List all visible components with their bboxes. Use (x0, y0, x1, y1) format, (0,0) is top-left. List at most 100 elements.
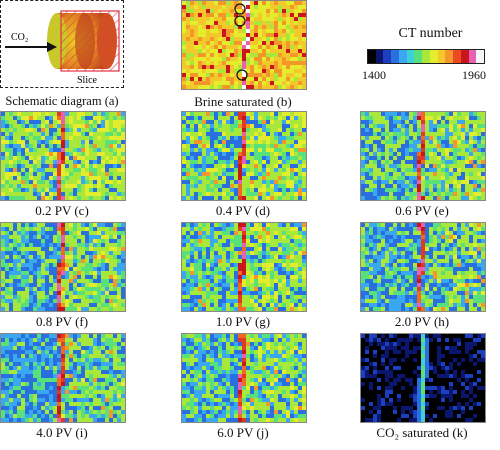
ct-pixel (41, 271, 45, 275)
ct-pixel (393, 287, 397, 291)
ct-pixel (246, 243, 250, 247)
ct-pixel (93, 231, 97, 235)
ct-pixel (194, 5, 198, 9)
ct-pixel (453, 192, 457, 196)
ct-pixel (365, 152, 369, 156)
ct-pixel (218, 299, 222, 303)
ct-pixel (93, 247, 97, 251)
ct-pixel (393, 291, 397, 295)
ct-pixel (57, 152, 61, 156)
ct-pixel (49, 112, 53, 116)
ct-pixel (113, 303, 117, 307)
colorbar-swatch (453, 50, 461, 63)
ct-pixel (246, 299, 250, 303)
ct-pixel (469, 176, 473, 180)
ct-pixel (393, 188, 397, 192)
ct-pixel (37, 239, 41, 243)
ct-pixel (93, 243, 97, 247)
ct-pixel (385, 247, 389, 251)
ct-pixel (298, 53, 302, 57)
ct-pixel (202, 176, 206, 180)
ct-pixel (57, 334, 61, 338)
ct-pixel (298, 168, 302, 172)
ct-pixel (373, 148, 377, 152)
ct-pixel (286, 295, 290, 299)
ct-pixel (258, 263, 262, 267)
ct-pixel (49, 120, 53, 124)
ct-pixel (113, 307, 117, 311)
ct-pixel (65, 243, 69, 247)
ct-pixel (109, 196, 113, 200)
ct-pixel (93, 303, 97, 307)
ct-pixel (270, 77, 274, 81)
ct-pixel (445, 196, 449, 200)
ct-pixel (397, 180, 401, 184)
ct-pixel (238, 303, 242, 307)
ct-pixel (69, 267, 73, 271)
ct-pixel (441, 259, 445, 263)
ct-pixel (258, 164, 262, 168)
ct-pixel (13, 243, 17, 247)
ct-pixel (105, 283, 109, 287)
ct-pixel (469, 124, 473, 128)
ct-pixel (274, 259, 278, 263)
ct-pixel (182, 85, 186, 89)
ct-pixel (33, 239, 37, 243)
ct-pixel (250, 231, 254, 235)
ct-pixel (214, 5, 218, 9)
ct-pixel (65, 338, 69, 342)
ct-pixel (57, 223, 61, 227)
ct-pixel (109, 132, 113, 136)
ct-pixel (109, 176, 113, 180)
ct-pixel (101, 192, 105, 196)
ct-pixel (25, 243, 29, 247)
ct-pixel (113, 342, 117, 346)
ct-pixel (101, 140, 105, 144)
ct-pixel (397, 247, 401, 251)
ct-pixel (385, 299, 389, 303)
ct-pixel (21, 303, 25, 307)
ct-pixel (242, 223, 246, 227)
ct-pixel (21, 144, 25, 148)
ct-pixel (69, 350, 73, 354)
ct-pixel (234, 168, 238, 172)
ct-pixel (302, 13, 306, 17)
ct-pixel (81, 231, 85, 235)
ct-pixel (222, 33, 226, 37)
ct-pixel (1, 338, 5, 342)
ct-pixel (290, 227, 294, 231)
ct-pixel (465, 188, 469, 192)
ct-pixel (109, 172, 113, 176)
ct-pixel (222, 279, 226, 283)
ct-pixel (121, 156, 125, 160)
colorbar-max: 1960 (462, 68, 486, 82)
ct-pixel (381, 259, 385, 263)
ct-pixel (33, 148, 37, 152)
ct-pixel (469, 279, 473, 283)
ct-pixel (381, 196, 385, 200)
ct-pixel (190, 37, 194, 41)
co2-label: CO₂ (11, 32, 28, 43)
ct-pixel (198, 172, 202, 176)
ct-pixel (453, 164, 457, 168)
ct-pixel (365, 184, 369, 188)
ct-pixel (53, 295, 57, 299)
ct-pixel (473, 251, 477, 255)
ct-pixel (190, 299, 194, 303)
ct-pixel (117, 267, 121, 271)
ct-pixel (270, 275, 274, 279)
ct-pixel (449, 259, 453, 263)
ct-pixel (441, 287, 445, 291)
ct-pixel (69, 164, 73, 168)
ct-pixel (77, 180, 81, 184)
ct-pixel (101, 136, 105, 140)
ct-pixel (250, 267, 254, 271)
ct-pixel (65, 120, 69, 124)
ct-pixel (13, 338, 17, 342)
ct-pixel (17, 156, 21, 160)
ct-pixel (298, 25, 302, 29)
ct-pixel (461, 247, 465, 251)
ct-pixel (369, 267, 373, 271)
ct-pixel (421, 140, 425, 144)
ct-pixel (266, 287, 270, 291)
